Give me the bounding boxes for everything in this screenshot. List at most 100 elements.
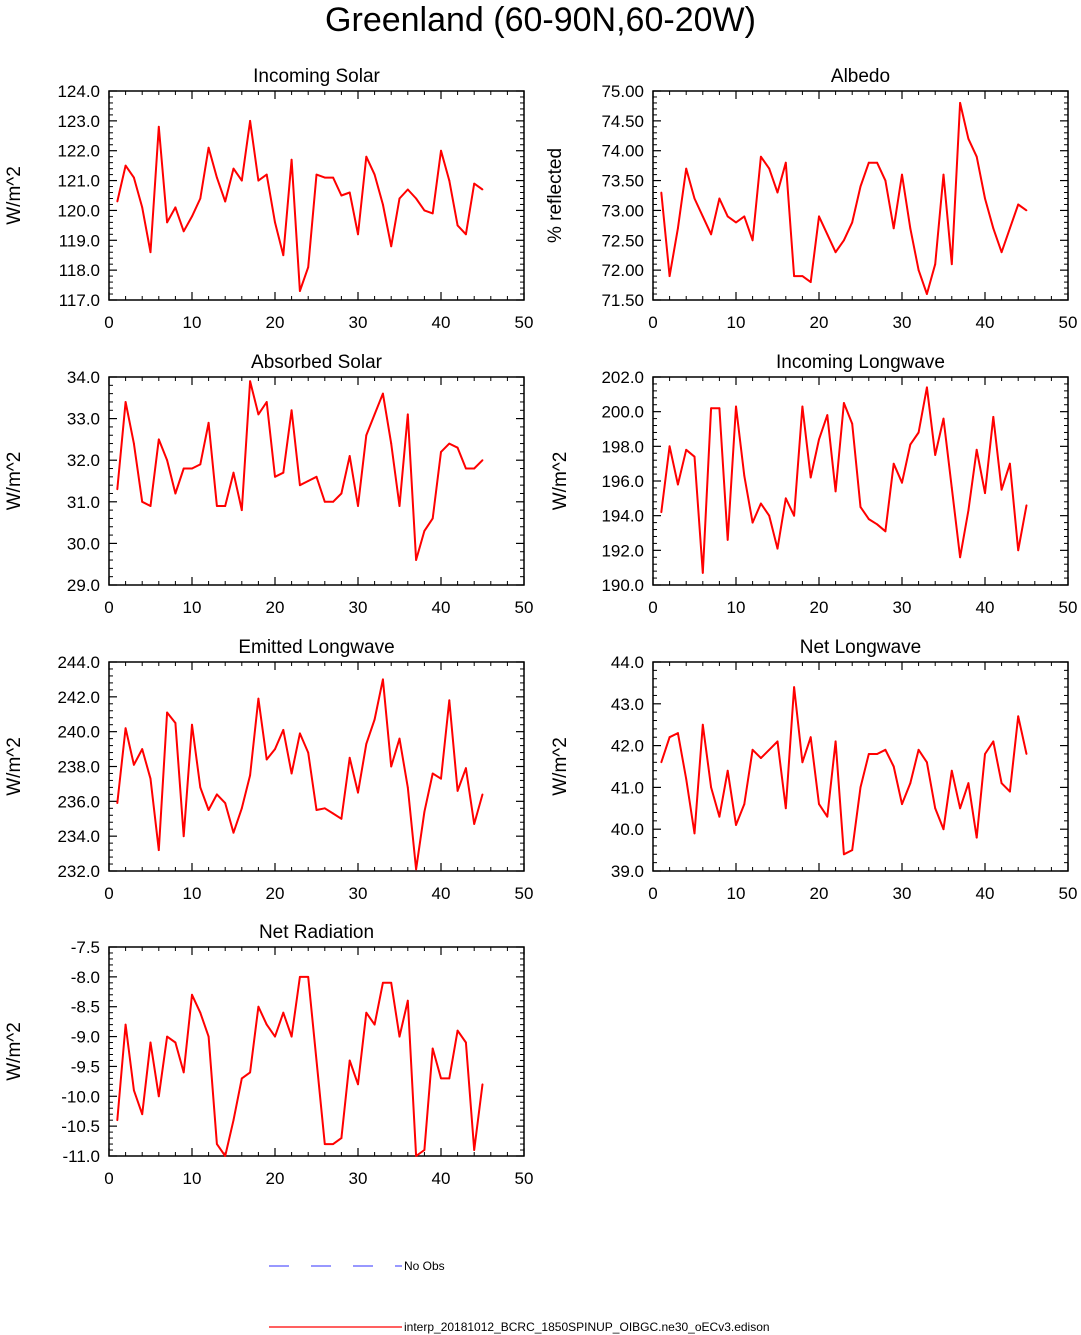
data-point xyxy=(942,173,945,176)
data-point xyxy=(992,416,995,418)
y-tick-label: 202.0 xyxy=(601,368,644,387)
x-tick-label: 20 xyxy=(810,313,829,332)
data-point xyxy=(967,137,970,140)
data-point xyxy=(768,167,771,170)
x-tick-label: 30 xyxy=(349,884,368,903)
data-point xyxy=(124,1023,127,1026)
data-point xyxy=(718,197,721,200)
y-axis-label: W/m^2 xyxy=(550,737,571,796)
data-point xyxy=(843,239,845,242)
data-point xyxy=(859,506,862,508)
data-point xyxy=(743,474,746,477)
data-point xyxy=(141,748,144,750)
data-point xyxy=(216,793,218,796)
data-point xyxy=(901,173,903,176)
data-point xyxy=(465,1041,467,1044)
y-tick-label: 244.0 xyxy=(57,653,100,672)
y-tick-label: 118.0 xyxy=(59,261,100,280)
data-point xyxy=(440,149,442,152)
data-point xyxy=(382,392,384,395)
data-point xyxy=(801,761,804,764)
data-point xyxy=(967,782,970,785)
y-tick-label: 71.50 xyxy=(601,291,644,310)
data-point xyxy=(199,463,202,466)
data-point xyxy=(124,164,127,167)
x-tick-label: 40 xyxy=(976,313,995,332)
data-point xyxy=(1009,462,1011,465)
data-point xyxy=(718,407,721,410)
data-point xyxy=(174,1041,177,1044)
data-point xyxy=(332,500,334,503)
data-point xyxy=(423,530,426,532)
y-tick-label: 200.0 xyxy=(601,403,644,422)
data-point xyxy=(984,197,986,200)
series-line xyxy=(116,380,484,561)
data-point xyxy=(191,723,193,726)
x-tick-label: 40 xyxy=(432,1169,451,1188)
data-point xyxy=(116,488,119,491)
data-point xyxy=(473,182,476,185)
data-point xyxy=(959,102,961,104)
data-point xyxy=(901,481,903,484)
data-point xyxy=(760,155,762,158)
data-point xyxy=(398,737,401,740)
data-point xyxy=(174,206,177,209)
y-tick-label: -10.5 xyxy=(61,1117,100,1136)
data-point xyxy=(373,718,376,721)
x-tick-label: 40 xyxy=(976,884,995,903)
legend-label-no-obs: No Obs xyxy=(404,1259,445,1273)
plot-frame xyxy=(652,661,1069,872)
data-point xyxy=(1025,209,1028,212)
data-point xyxy=(942,417,945,420)
chart-panel: 0 10 20 30 40 50 232.0 234.0 236.0 238.0 240.0 242.… xyxy=(4,637,533,903)
data-point xyxy=(315,809,318,811)
series-line xyxy=(660,686,1028,856)
data-point xyxy=(299,290,301,292)
data-point xyxy=(232,831,235,834)
data-point xyxy=(735,221,737,224)
x-tick-label: 10 xyxy=(727,598,746,617)
data-point xyxy=(216,505,218,507)
data-point xyxy=(859,185,862,188)
data-point xyxy=(743,215,746,218)
x-tick-label: 20 xyxy=(810,598,829,617)
data-point xyxy=(174,722,177,724)
data-point xyxy=(365,434,368,437)
data-point xyxy=(801,405,804,408)
data-point xyxy=(157,438,160,441)
y-tick-label: 117.0 xyxy=(59,291,100,310)
y-axis-label: % reflected xyxy=(545,148,566,243)
data-point xyxy=(224,505,227,507)
data-point xyxy=(440,451,442,453)
legend: No Obs interp_20181012_BCRC_1850SPINUP_OI… xyxy=(269,1259,770,1334)
data-point xyxy=(884,530,887,533)
y-tick-label: 194.0 xyxy=(601,507,644,526)
data-point xyxy=(307,976,310,978)
data-point xyxy=(776,547,779,550)
y-tick-label: 190.0 xyxy=(601,576,644,595)
x-tick-label: 50 xyxy=(515,313,534,332)
data-point xyxy=(710,407,712,410)
y-tick-label: 32.0 xyxy=(67,451,100,470)
data-point xyxy=(793,686,795,688)
chart-title: Incoming Solar xyxy=(253,66,380,87)
chart-title: Emitted Longwave xyxy=(238,637,394,658)
data-point xyxy=(1000,488,1003,491)
data-point xyxy=(315,475,318,478)
data-point xyxy=(959,556,961,559)
y-tick-label: 41.0 xyxy=(611,778,644,797)
y-axis-label: W/m^2 xyxy=(4,737,25,796)
data-point xyxy=(390,981,393,984)
y-axis-label: W/m^2 xyxy=(4,1022,25,1081)
data-point xyxy=(282,471,285,474)
data-point xyxy=(876,523,878,526)
chart-panel: 0 10 20 30 40 50 29.0 30.0 31.0 32.0 33.0 34.0 Absor… xyxy=(4,352,533,617)
data-point xyxy=(448,442,451,445)
data-point xyxy=(133,176,135,179)
data-point xyxy=(149,505,152,507)
x-tick-label: 30 xyxy=(349,598,368,617)
data-point xyxy=(382,203,384,206)
data-point xyxy=(323,176,326,179)
x-tick-label: 0 xyxy=(104,1169,113,1188)
y-tick-label: 42.0 xyxy=(611,737,644,756)
